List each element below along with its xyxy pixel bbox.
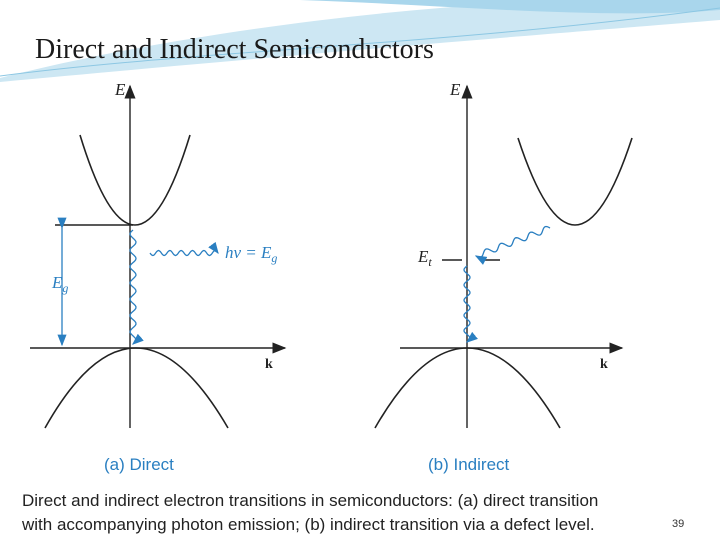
label-sub: g bbox=[62, 281, 68, 295]
page-number: 39 bbox=[672, 518, 684, 530]
label-sub: g bbox=[271, 251, 277, 265]
panel-caption: (b) Indirect bbox=[428, 455, 510, 474]
decoration bbox=[0, 0, 720, 82]
conduction-band bbox=[517, 137, 633, 226]
axis-label: E bbox=[449, 80, 461, 99]
slide-title: Direct and Indirect Semiconductors bbox=[35, 34, 434, 65]
conduction-band bbox=[79, 134, 191, 226]
panel-direct: E k hν = Eg Eg (a) Direct bbox=[30, 80, 287, 474]
defect-label: Et bbox=[417, 247, 432, 269]
axis-label: E bbox=[114, 80, 126, 99]
label-sub: t bbox=[428, 255, 432, 269]
transition-wave bbox=[463, 265, 478, 343]
panel-caption: (a) Direct bbox=[104, 455, 174, 474]
photon-wave bbox=[149, 241, 219, 257]
figure-caption: Direct and indirect electron transitions… bbox=[22, 491, 598, 510]
axis-label: k bbox=[265, 357, 273, 372]
label-main: E bbox=[417, 247, 429, 266]
axis-label: k bbox=[600, 357, 608, 372]
gap-label: Eg bbox=[51, 273, 68, 295]
figure-caption: with accompanying photon emission; (b) i… bbox=[21, 515, 595, 534]
photon-label: hν = Eg bbox=[225, 243, 277, 265]
decoration bbox=[0, 7, 720, 77]
label-main: E bbox=[51, 273, 63, 292]
valence-band bbox=[374, 347, 561, 429]
panel-indirect: E k Et (b) Indirect bbox=[374, 80, 633, 474]
transition-wave bbox=[474, 225, 551, 265]
transition-wave bbox=[129, 229, 144, 345]
decoration bbox=[300, 0, 720, 14]
valence-band bbox=[44, 347, 229, 429]
label-main: hν = E bbox=[225, 243, 272, 262]
